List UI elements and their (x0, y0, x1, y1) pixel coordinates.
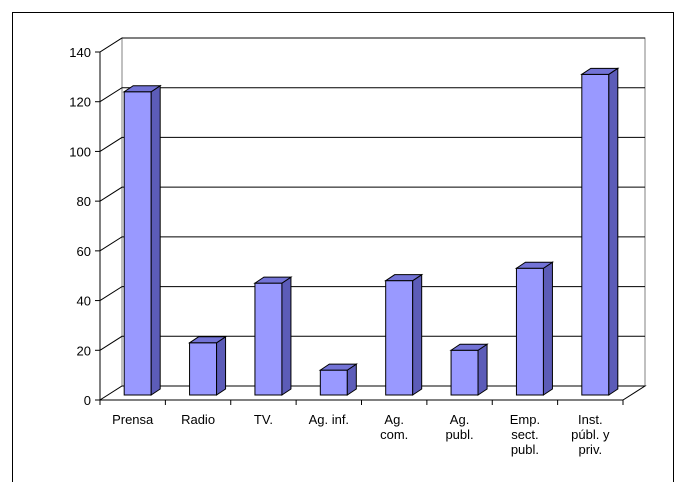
bar-top (318, 363, 358, 371)
bar-side (281, 276, 292, 396)
y-axis-ticks: 0 20 40 60 80 100 120 140 (69, 45, 100, 408)
gridline (99, 186, 645, 202)
bar-top (384, 274, 424, 282)
bar (580, 67, 620, 396)
bar-side (608, 67, 619, 396)
x-tick-label: Inst. públ. y priv. (571, 412, 610, 457)
bar-top (253, 276, 293, 284)
x-tick-label: Ag. com. (380, 412, 408, 442)
x-axis-labels: Prensa Radio TV. Ag. inf. Ag. com.Ag. publ.Emp… (112, 412, 610, 457)
bar-front (254, 282, 283, 396)
x-tick-label: Ag. inf. (309, 412, 349, 427)
x-tick-label-line: Ag. inf. (309, 412, 349, 427)
gridline (99, 335, 645, 351)
x-tick-label: TV. (254, 412, 273, 427)
y-tick-label: 140 (69, 45, 91, 60)
y-tick-label: 60 (77, 244, 91, 259)
x-tick-label-line: Ag. (450, 412, 470, 427)
bar (253, 276, 293, 396)
y-tick-label: 120 (69, 95, 91, 110)
x-tick-label-line: com. (380, 427, 408, 442)
gridline (99, 236, 645, 252)
y-tick-label: 100 (69, 144, 91, 159)
y-tick-label: 20 (77, 343, 91, 358)
x-tick-label-line: sect. (511, 427, 538, 442)
gridlines (99, 37, 645, 405)
bar-top (122, 85, 162, 93)
x-tick-label-line: Prensa (112, 412, 154, 427)
y-tick-label: 80 (77, 194, 91, 209)
bar-front (123, 91, 152, 396)
bars (122, 67, 620, 396)
gridline (99, 87, 645, 103)
gridline (99, 286, 645, 301)
bar-front (189, 342, 218, 396)
x-tick-label-line: publ. (511, 442, 539, 457)
bar (318, 363, 358, 396)
bar (187, 335, 228, 396)
bar-top (580, 67, 620, 75)
back-wall (121, 37, 646, 387)
bar-side (216, 335, 227, 396)
bar-top (449, 343, 489, 351)
gridline (99, 37, 645, 53)
x-tick-label-line: priv. (579, 442, 603, 457)
bar (449, 343, 489, 396)
bar-front (319, 369, 348, 396)
bar-top (514, 261, 555, 269)
x-tick-label: Prensa (112, 412, 154, 427)
x-tick-label-line: TV. (254, 412, 273, 427)
gridline (99, 136, 645, 152)
x-tick-label: Ag. publ. (445, 412, 473, 442)
y-tick-label: 0 (84, 393, 91, 408)
bar-side (477, 343, 488, 396)
bar-side (150, 84, 161, 396)
bar-front (515, 267, 544, 396)
bar-side (542, 261, 553, 396)
bar (384, 273, 424, 396)
bar-front (581, 73, 610, 396)
bar-front (385, 280, 414, 396)
chart-walls (98, 37, 647, 401)
x-tick-label-line: publ. (445, 427, 473, 442)
bar-front (450, 349, 479, 396)
x-tick-label-line: públ. y (571, 427, 610, 442)
x-tick-label-line: Inst. (578, 412, 603, 427)
bar-top (187, 336, 228, 344)
x-tick-label: Radio (181, 412, 215, 427)
x-tick-label-line: Emp. (510, 412, 540, 427)
y-tick-label: 40 (77, 294, 91, 309)
bar (122, 84, 162, 396)
floor (98, 385, 647, 401)
x-tick-label-line: Ag. (384, 412, 404, 427)
x-tick-label-line: Radio (181, 412, 215, 427)
x-tick-label: Emp. sect. publ. (510, 412, 540, 457)
bar (514, 261, 555, 396)
bar-side (412, 273, 423, 396)
side-wall (99, 37, 123, 401)
